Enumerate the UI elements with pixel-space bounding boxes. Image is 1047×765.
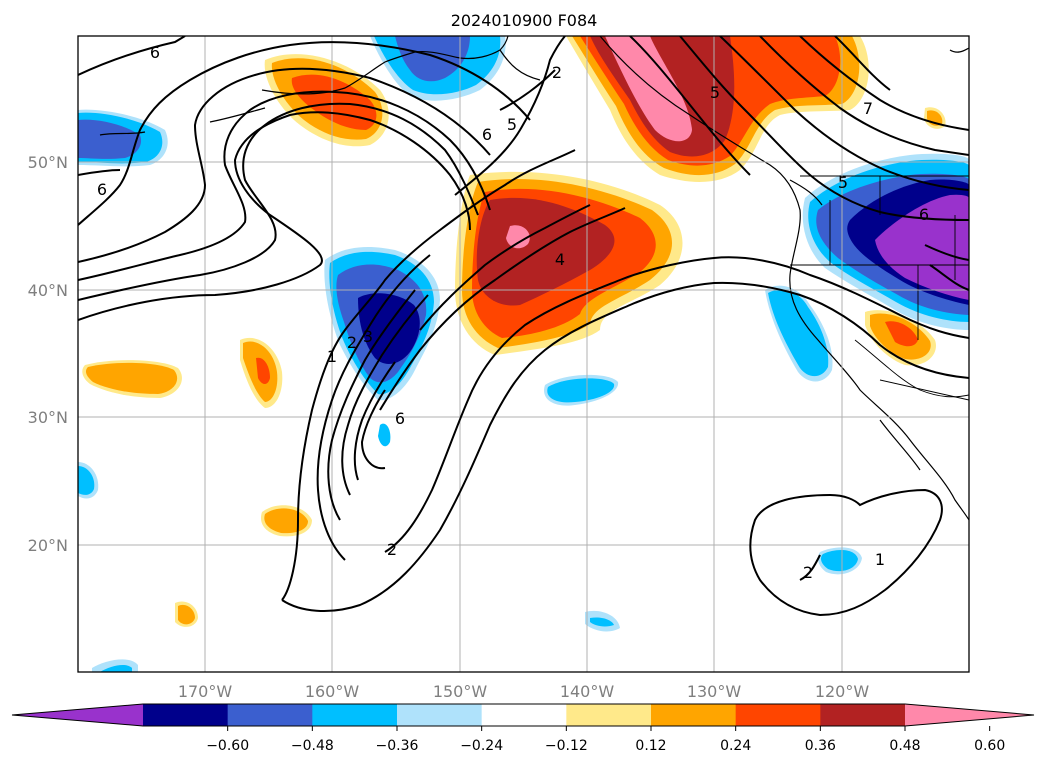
latitude-labels: 50°N 40°N 30°N 20°N [28, 153, 68, 555]
contour-label: 1 [875, 550, 885, 569]
contour-label: 5 [838, 173, 848, 192]
colorbar-tick-label: −0.12 [545, 738, 588, 754]
contour-label: 3 [363, 327, 373, 346]
lat-label: 40°N [28, 281, 68, 300]
contour-label: 6 [150, 43, 160, 62]
contour-lines [78, 36, 969, 617]
lon-label: 130°W [687, 682, 742, 701]
contour-label: 7 [863, 99, 873, 118]
colorbar-tick-label: −0.48 [291, 738, 334, 754]
lon-label: 160°W [305, 682, 360, 701]
colorbar-tick-label: 0.60 [974, 738, 1005, 754]
longitude-labels: 170°W 160°W 150°W 140°W 130°W 120°W [178, 682, 870, 701]
lon-label: 170°W [178, 682, 233, 701]
contour-label: 6 [482, 125, 492, 144]
map-title: 2024010900 F084 [451, 11, 598, 30]
map-panel: 6 6 2 5 6 4 1 2 3 6 5 5 7 6 2 1 2 [78, 36, 969, 672]
map-frame [77, 35, 970, 673]
contour-label: 6 [97, 180, 107, 199]
colorbar-tick-label: 0.24 [720, 738, 751, 754]
contour-label: 2 [803, 563, 813, 582]
colorbar-tick-label: −0.36 [376, 738, 419, 754]
lat-label: 30°N [28, 408, 68, 427]
contour-labels: 6 6 2 5 6 4 1 2 3 6 5 5 7 6 2 1 2 [97, 43, 929, 582]
lon-label: 140°W [560, 682, 615, 701]
contour-label: 6 [395, 409, 405, 428]
colorbar-tick-label: 0.12 [635, 738, 666, 754]
colorbar-segment [143, 704, 229, 726]
colorbar-segment [820, 704, 906, 726]
political-borders [790, 175, 969, 401]
colorbar-extend-low [12, 704, 143, 726]
contour-label: 6 [919, 205, 929, 224]
contour-label: 5 [710, 83, 720, 102]
contour-label: 4 [555, 250, 565, 269]
colorbar-outline [11, 703, 1035, 727]
colorbar-segment [227, 704, 313, 726]
colorbar-segment [566, 704, 652, 726]
lat-label: 50°N [28, 153, 68, 172]
lat-label: 20°N [28, 536, 68, 555]
contour-label: 5 [507, 115, 517, 134]
contour-label: 2 [552, 63, 562, 82]
colorbar-segment [397, 704, 483, 726]
contour-label: 2 [387, 540, 397, 559]
lon-label: 150°W [433, 682, 488, 701]
colorbar-tick-label: 0.48 [889, 738, 920, 754]
colorbar-extend-high [905, 704, 1034, 726]
colorbar-tick-label: 0.36 [805, 738, 836, 754]
colorbar-tick-label: −0.24 [460, 738, 503, 754]
colorbar-segment [735, 704, 821, 726]
colorbar-segment [651, 704, 737, 726]
contour-label: 1 [327, 347, 337, 366]
lon-label: 120°W [815, 682, 870, 701]
colorbar: −0.60 −0.48 −0.36 −0.24 −0.12 0.12 0.24 0.36 0.4… [11, 703, 1035, 754]
colorbar-tick-label: −0.60 [206, 738, 249, 754]
colorbar-segment [481, 704, 567, 726]
contour-label: 2 [347, 333, 357, 352]
colorbar-segment [312, 704, 398, 726]
